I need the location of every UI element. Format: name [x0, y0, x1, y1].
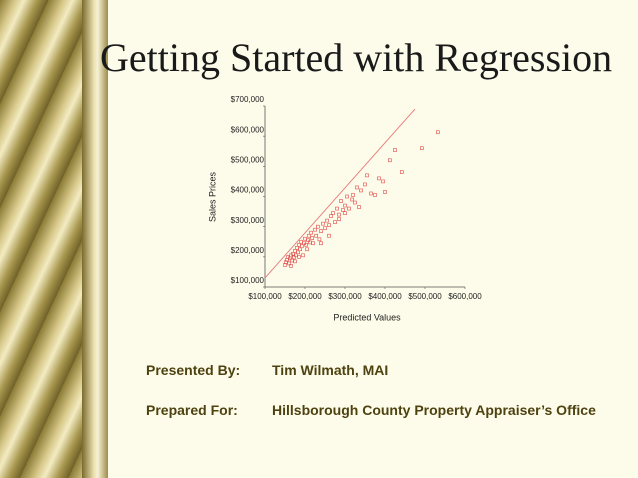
- point: [301, 253, 305, 258]
- point: [359, 188, 363, 193]
- slide-title: Getting Started with Regression: [100, 35, 613, 80]
- y-tick-label: $700,000: [231, 95, 265, 104]
- point: [327, 223, 331, 227]
- point: [337, 217, 341, 221]
- point: [295, 245, 299, 250]
- fit-line: [264, 108, 416, 279]
- point: [299, 239, 303, 244]
- point: [298, 247, 303, 252]
- y-tick-label: $400,000: [231, 186, 265, 195]
- point: [310, 236, 315, 240]
- point: [345, 194, 349, 199]
- point: [331, 211, 335, 215]
- x-tick-label: $600,000: [448, 292, 482, 301]
- point: [293, 249, 297, 253]
- point: [369, 191, 373, 196]
- presenter: Tim Wilmath, MAI: [272, 362, 389, 378]
- point: [387, 158, 392, 163]
- point: [377, 176, 381, 181]
- point: [319, 241, 323, 246]
- decorative-border: [82, 0, 108, 478]
- point: [317, 237, 322, 242]
- point: [293, 259, 297, 264]
- point: [321, 221, 325, 226]
- y-tick-label: $100,000: [231, 276, 265, 285]
- point: [339, 199, 343, 203]
- point: [291, 255, 296, 260]
- client: Hillsborough County Property Appraiser’s…: [272, 402, 596, 418]
- point: [363, 182, 367, 187]
- point: [303, 236, 307, 241]
- point: [299, 244, 304, 249]
- prepared-for-label: Prepared For:: [146, 402, 238, 418]
- point: [314, 233, 319, 238]
- point: [319, 229, 323, 233]
- point: [353, 200, 357, 205]
- point: [373, 193, 377, 197]
- point: [296, 250, 301, 255]
- y-tick-label: $200,000: [231, 246, 265, 255]
- point: [287, 261, 291, 266]
- y-axis-label: Sales Prices: [207, 171, 217, 222]
- point: [329, 214, 333, 218]
- point: [313, 227, 317, 232]
- point: [297, 255, 301, 259]
- x-tick-label: $100,000: [248, 292, 282, 301]
- point: [343, 211, 347, 215]
- x-axis-label: Predicted Values: [333, 312, 401, 322]
- point: [355, 185, 359, 190]
- y-tick-label: $300,000: [231, 216, 265, 225]
- point: [304, 242, 309, 247]
- point: [419, 146, 424, 151]
- point: [325, 218, 329, 223]
- point: [333, 220, 337, 224]
- point: [323, 226, 327, 230]
- point: [399, 170, 404, 174]
- x-tick-label: $300,000: [328, 292, 362, 301]
- point: [357, 205, 361, 209]
- point: [365, 173, 369, 178]
- point: [309, 230, 313, 235]
- point: [289, 264, 293, 268]
- point: [350, 197, 355, 202]
- point: [347, 206, 351, 211]
- x-tick-label: $400,000: [368, 292, 402, 301]
- point: [351, 193, 355, 197]
- presented-by-label: Presented By:: [146, 362, 241, 378]
- point: [337, 212, 341, 217]
- point: [327, 233, 331, 238]
- point: [335, 206, 339, 211]
- point: [307, 233, 311, 238]
- point: [311, 241, 315, 246]
- decorative-border: [0, 0, 95, 478]
- x-tick-label: $500,000: [408, 292, 442, 301]
- point: [315, 224, 320, 229]
- y-tick-label: $500,000: [231, 155, 265, 164]
- y-tick-label: $600,000: [231, 125, 265, 134]
- point: [381, 179, 385, 184]
- point: [343, 203, 347, 208]
- point: [305, 247, 309, 252]
- point: [435, 130, 440, 135]
- x-tick-label: $200,000: [288, 292, 322, 301]
- point: [341, 208, 345, 212]
- point: [383, 190, 387, 194]
- point: [393, 148, 397, 152]
